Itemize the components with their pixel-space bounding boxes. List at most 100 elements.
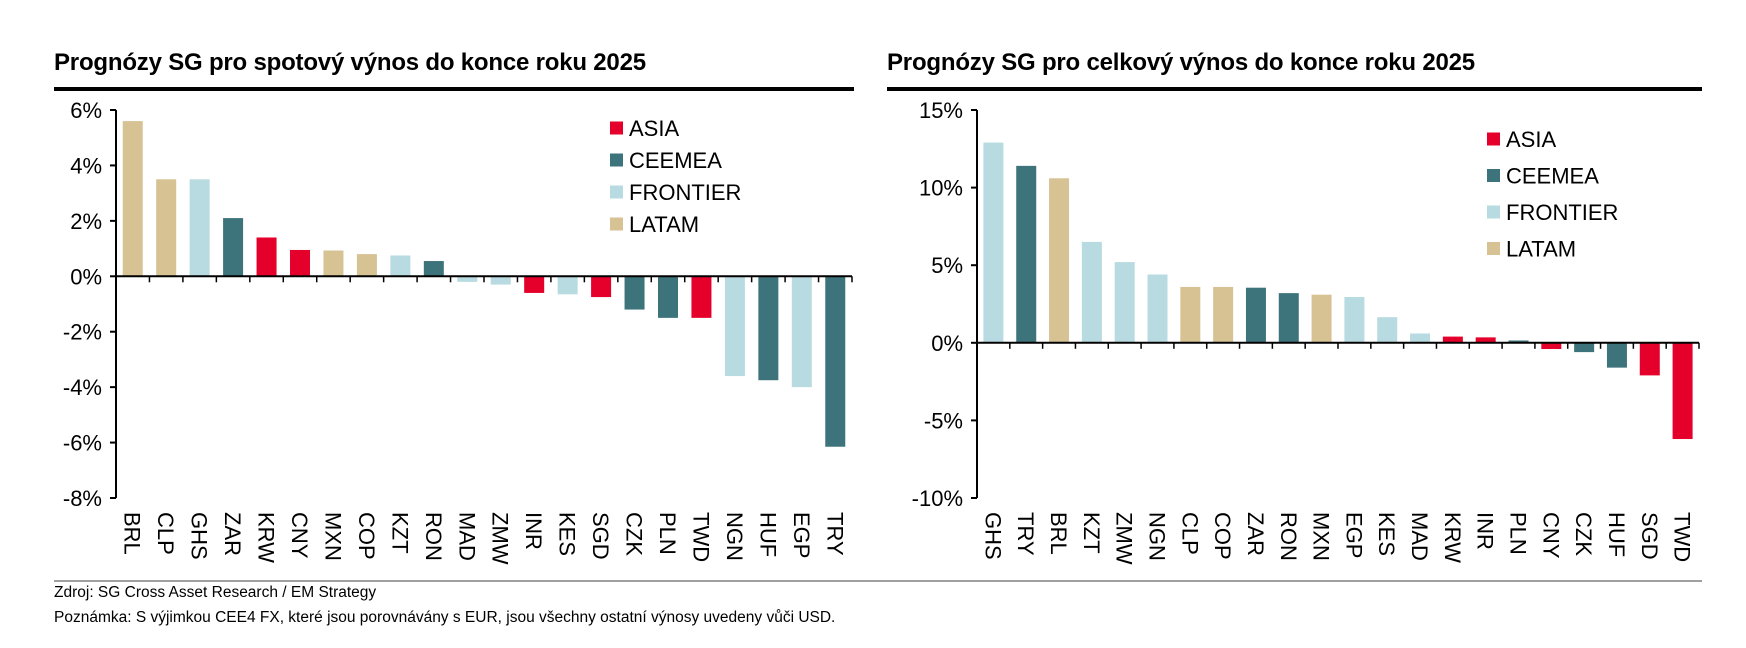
bar-zar <box>223 218 244 277</box>
category-label: PLN <box>655 512 680 555</box>
category-label: ZMW <box>1112 512 1137 565</box>
bar-cop <box>1213 286 1234 343</box>
bar-zmw <box>490 276 511 285</box>
legend-label-asia: ASIA <box>629 116 679 141</box>
bar-mad <box>457 276 478 282</box>
legend-label-ceemea: CEEMEA <box>1506 164 1599 189</box>
category-label: INR <box>521 512 546 550</box>
y-tick-label: 5% <box>931 253 963 278</box>
bar-brl <box>1049 178 1070 343</box>
category-label: HUF <box>755 512 780 557</box>
category-label: KRW <box>254 512 279 563</box>
category-label: KZT <box>1079 512 1104 554</box>
category-label: CZK <box>1571 512 1596 556</box>
category-label: COP <box>1210 512 1235 560</box>
legend-label-latam: LATAM <box>1506 237 1576 262</box>
bar-ngn <box>1147 274 1168 343</box>
legend-swatch-latam <box>610 217 623 231</box>
category-label: COP <box>354 512 379 560</box>
title-rule <box>887 87 1702 91</box>
legend-swatch-ceemea <box>1487 169 1500 182</box>
bar-clp <box>1180 286 1201 343</box>
category-label: BRL <box>120 512 145 555</box>
bar-huf <box>758 276 779 381</box>
y-tick-label: 15% <box>919 98 963 123</box>
bar-zmw <box>1114 262 1135 343</box>
bar-clp <box>156 179 177 277</box>
bar-czk <box>1574 342 1595 353</box>
category-label: KES <box>555 512 580 556</box>
category-label: SGD <box>1637 512 1662 560</box>
y-tick-label: -6% <box>63 431 102 456</box>
category-label: TWD <box>1670 512 1695 562</box>
spot-return-chart-panel: Prognózy SG pro spotový výnos do konce r… <box>54 0 854 580</box>
category-label: KRW <box>1440 512 1465 563</box>
bar-ron <box>423 261 444 277</box>
bar-inr <box>1475 337 1496 343</box>
bar-ron <box>1278 293 1299 343</box>
bar-cny <box>290 249 310 277</box>
legend-label-frontier: FRONTIER <box>1506 200 1618 225</box>
source-note: Zdroj: SG Cross Asset Research / EM Stra… <box>54 584 377 601</box>
y-tick-label: 4% <box>70 153 102 178</box>
category-label: ZMW <box>488 512 513 565</box>
footnote: Poznámka: S výjimkou CEE4 FX, které jsou… <box>54 609 836 626</box>
y-tick-label: -4% <box>63 375 102 400</box>
bar-brl <box>122 121 143 277</box>
chart-title: Prognózy SG pro spotový výnos do konce r… <box>54 49 646 76</box>
y-tick-label: -8% <box>63 486 102 511</box>
category-label: MAD <box>454 512 479 561</box>
legend-swatch-frontier <box>1487 205 1500 219</box>
y-tick-label: 6% <box>70 98 102 123</box>
bar-pln <box>658 276 678 318</box>
y-tick-label: 2% <box>70 209 102 234</box>
bar-czk <box>624 276 645 310</box>
bar-kes <box>1377 317 1398 343</box>
legend-label-frontier: FRONTIER <box>629 180 741 205</box>
bar-egp <box>1344 297 1365 343</box>
category-label: TRY <box>1013 512 1038 556</box>
category-label: GHS <box>187 512 212 560</box>
category-label: EGP <box>1341 512 1366 558</box>
bar-cop <box>356 254 377 277</box>
y-tick-label: -2% <box>63 320 102 345</box>
category-label: ZAR <box>1243 512 1268 556</box>
bar-krw <box>1442 336 1463 343</box>
legend-label-asia: ASIA <box>1506 127 1556 152</box>
category-label: MAD <box>1407 512 1432 561</box>
category-label: CZK <box>622 512 647 556</box>
category-label: KES <box>1374 512 1399 556</box>
bar-zar <box>1245 287 1266 343</box>
bar-inr <box>524 276 545 293</box>
category-label: CLP <box>153 512 178 555</box>
bar-try <box>1016 165 1037 343</box>
bar-ngn <box>724 276 745 377</box>
category-label: CNY <box>1538 512 1563 559</box>
category-label: HUF <box>1604 512 1629 557</box>
y-tick-label: -5% <box>924 408 963 433</box>
category-label: PLN <box>1506 512 1531 555</box>
legend-swatch-ceemea <box>610 153 623 167</box>
category-label: INR <box>1473 512 1498 550</box>
bar-pln <box>1508 340 1529 343</box>
bar-sgd <box>591 276 612 298</box>
total-return-chart-panel: Prognózy SG pro celkový výnos do konce r… <box>887 0 1702 580</box>
legend-swatch-latam <box>1487 242 1500 255</box>
bar-egp <box>791 276 812 388</box>
bar-krw <box>256 237 277 277</box>
category-label: TWD <box>688 512 713 562</box>
chart-title: Prognózy SG pro celkový výnos do konce r… <box>887 49 1475 76</box>
category-label: CNY <box>287 512 312 559</box>
category-label: RON <box>421 512 446 561</box>
spot-return-bar-chart: 6% 4% 2% 0% -2% -4% -6% -8% BRL CLP GHS ZAR KRW CNY MX… <box>63 98 853 565</box>
bar-cny <box>1541 342 1562 350</box>
legend-label-ceemea: CEEMEA <box>629 148 722 173</box>
bar-try <box>825 276 846 447</box>
legend-swatch-frontier <box>610 185 623 199</box>
category-label: MXN <box>320 512 345 561</box>
bar-twd <box>1672 342 1693 440</box>
category-label: GHS <box>980 512 1005 560</box>
bar-sgd <box>1639 342 1660 376</box>
bar-mad <box>1410 333 1431 343</box>
category-label: RON <box>1276 512 1301 561</box>
